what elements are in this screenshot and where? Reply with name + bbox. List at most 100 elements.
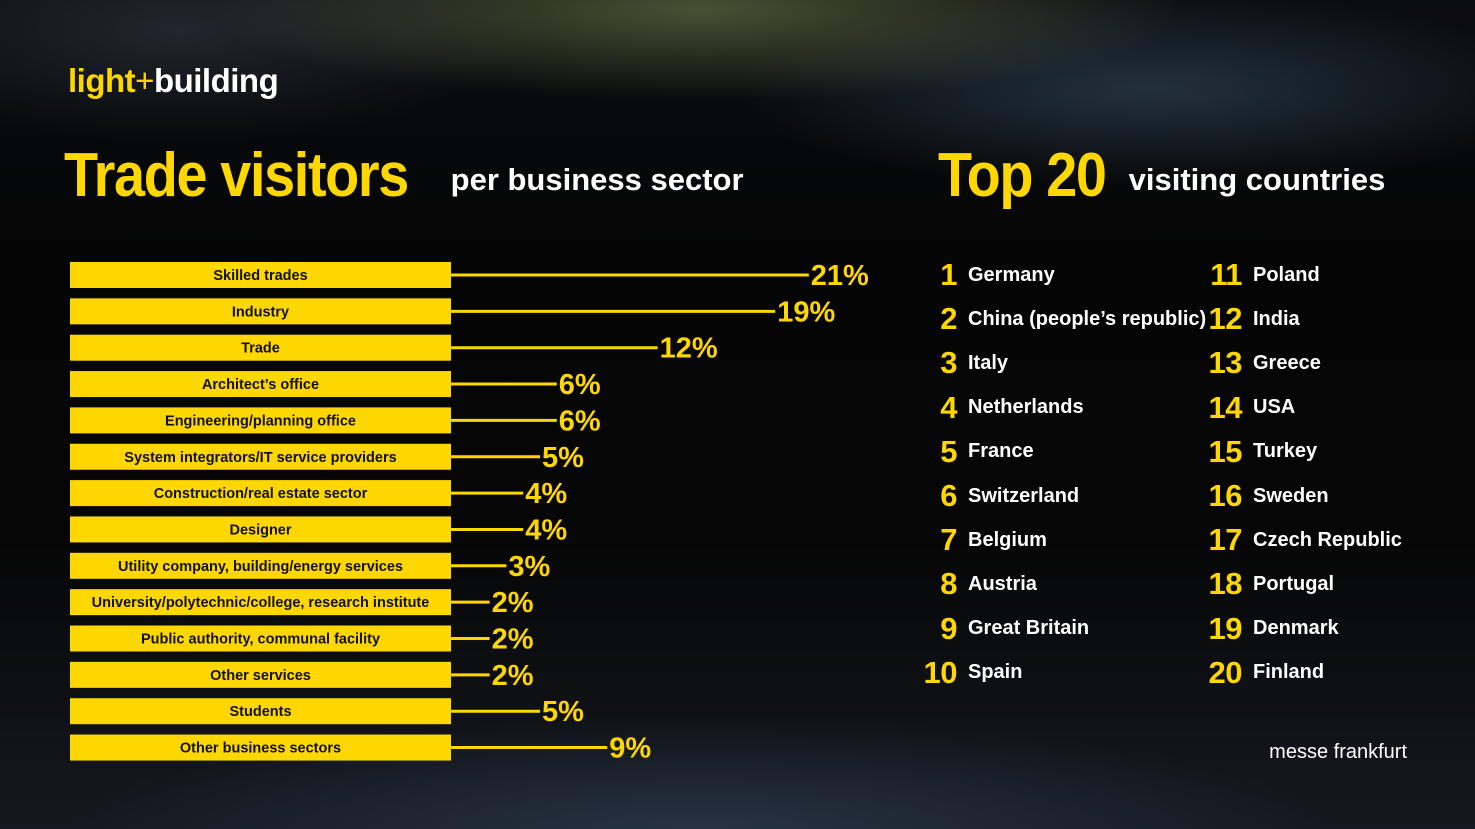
category-label: Students <box>229 704 291 720</box>
value-label: 2% <box>492 660 534 692</box>
country-name: India <box>1253 307 1300 330</box>
countries-column-2: 11 Poland 12 India 13 Greece 14 USA 15 Turkey 16 Sw… <box>1200 253 1402 695</box>
country-rank: 19 <box>1208 610 1243 646</box>
country-name: Czech Republic <box>1253 528 1402 551</box>
category-label: System integrators/IT service providers <box>124 450 396 466</box>
country-row: 1 Germany <box>915 253 1206 297</box>
country-name: Finland <box>1253 661 1325 684</box>
country-rank: 13 <box>1208 345 1243 381</box>
country-row: 6 Switzerland <box>915 474 1206 518</box>
value-label: 12% <box>660 333 718 365</box>
country-row: 5 France <box>915 430 1206 474</box>
value-label: 4% <box>525 478 567 510</box>
country-name: Germany <box>968 263 1055 286</box>
country-rank: 4 <box>940 389 957 425</box>
country-rank: 17 <box>1208 522 1243 558</box>
bar-box <box>70 407 451 434</box>
trade-visitors-subheading: per business sector <box>450 162 744 197</box>
bar-box <box>70 661 451 688</box>
bar-box <box>70 480 451 507</box>
country-name: Belgium <box>968 528 1047 551</box>
country-row: 17 Czech Republic <box>1200 518 1402 562</box>
country-row: 18 Portugal <box>1200 562 1402 606</box>
bar-box <box>70 734 451 761</box>
category-label: Skilled trades <box>213 268 307 284</box>
value-label: 2% <box>492 624 534 656</box>
business-sector-chart: Skilled trades 21% Industry 19% Trade 12% Arch… <box>70 260 869 765</box>
value-label: 9% <box>609 733 651 765</box>
bar-box <box>70 371 451 398</box>
country-rank: 12 <box>1208 301 1243 337</box>
category-label: Other business sectors <box>180 741 341 757</box>
light-building-logo: light+building <box>68 62 279 99</box>
value-label: 19% <box>777 296 835 328</box>
bar-box <box>70 698 451 725</box>
country-row: 8 Austria <box>915 562 1206 606</box>
value-label: 6% <box>559 405 601 437</box>
country-rank: 18 <box>1208 566 1243 602</box>
value-label: 6% <box>559 369 601 401</box>
country-row: 7 Belgium <box>915 518 1206 562</box>
top-countries-subheading: visiting countries <box>1128 162 1386 197</box>
country-name: Austria <box>968 572 1037 595</box>
country-name: China (people’s republic) <box>968 307 1207 330</box>
country-rank: 9 <box>940 610 957 646</box>
country-name: Sweden <box>1253 484 1329 507</box>
value-label: 2% <box>492 587 534 619</box>
country-row: 12 India <box>1200 297 1402 341</box>
value-label: 3% <box>508 551 550 583</box>
category-label: University/polytechnic/college, research… <box>92 595 430 611</box>
country-rank: 3 <box>940 345 957 381</box>
country-rank: 6 <box>940 478 957 514</box>
country-row: 14 USA <box>1200 386 1402 430</box>
country-rank: 15 <box>1208 433 1243 469</box>
country-row: 3 Italy <box>915 341 1206 385</box>
country-row: 4 Netherlands <box>915 386 1206 430</box>
country-name: Portugal <box>1253 572 1335 595</box>
bar-box <box>70 298 451 325</box>
bar-box <box>70 552 451 579</box>
category-label: Designer <box>229 522 291 538</box>
value-label: 5% <box>542 442 584 474</box>
country-rank: 20 <box>1208 654 1243 690</box>
country-rank: 11 <box>1210 257 1242 293</box>
value-label: 21% <box>811 260 869 292</box>
category-label: Trade <box>241 341 280 357</box>
category-label: Utility company, building/energy service… <box>118 559 403 575</box>
value-label: 5% <box>542 696 584 728</box>
country-name: Spain <box>968 661 1023 684</box>
country-row: 15 Turkey <box>1200 430 1402 474</box>
country-row: 11 Poland <box>1200 253 1402 297</box>
country-row: 16 Sweden <box>1200 474 1402 518</box>
country-row: 9 Great Britain <box>915 607 1206 651</box>
country-row: 19 Denmark <box>1200 607 1402 651</box>
country-name: France <box>968 440 1034 463</box>
country-rank: 8 <box>940 566 957 602</box>
country-rank: 14 <box>1208 389 1243 425</box>
bar-box <box>70 589 451 616</box>
country-rank: 10 <box>923 654 958 690</box>
country-rank: 16 <box>1208 478 1243 514</box>
country-name: Poland <box>1253 263 1320 286</box>
country-name: Greece <box>1253 351 1321 374</box>
country-name: Turkey <box>1253 440 1318 463</box>
country-rank: 5 <box>940 433 957 469</box>
bar-box <box>70 625 451 652</box>
category-label: Engineering/planning office <box>165 413 356 429</box>
category-label: Other services <box>210 668 311 684</box>
country-rank: 2 <box>940 301 957 337</box>
category-label: Construction/real estate sector <box>154 486 368 502</box>
country-name: USA <box>1253 396 1296 419</box>
country-row: 13 Greece <box>1200 341 1402 385</box>
country-name: Netherlands <box>968 396 1084 419</box>
country-row: 10 Spain <box>915 651 1206 695</box>
country-name: Denmark <box>1253 617 1339 640</box>
category-label: Architect’s office <box>202 377 319 393</box>
category-label: Industry <box>232 304 289 320</box>
value-label: 4% <box>525 514 567 546</box>
bar-box <box>70 262 451 288</box>
category-label: Public authority, communal facility <box>141 632 380 648</box>
country-rank: 7 <box>940 522 957 558</box>
bar-box <box>70 516 451 543</box>
countries-column-1: 1 Germany 2 China (people’s republic) 3 Italy… <box>915 253 1207 695</box>
